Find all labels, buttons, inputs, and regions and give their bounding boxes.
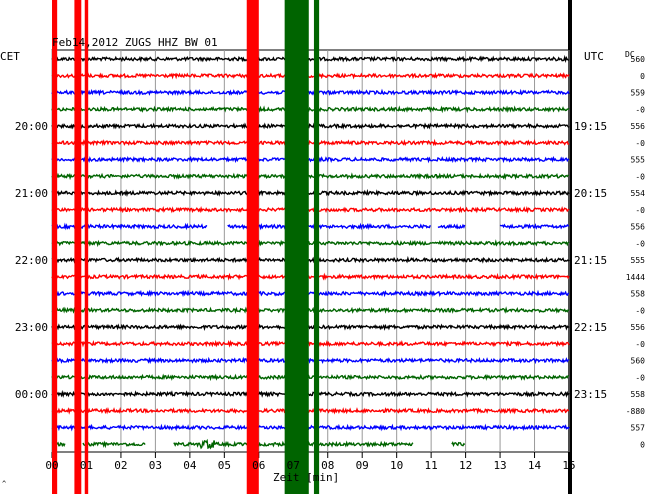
label-layer: Feb14,2012 ZUGS HHZ BW 01 CET UTC DC Zei… bbox=[0, 36, 645, 488]
tick-label-x: 07 bbox=[287, 459, 300, 472]
trace-line bbox=[51, 54, 570, 63]
tick-label-x: 03 bbox=[149, 459, 162, 472]
time-label-utc: 19:15 bbox=[574, 120, 607, 133]
dc-offset-label: 555 bbox=[631, 156, 646, 165]
dc-offset-label: 556 bbox=[631, 223, 646, 232]
time-label-cet: 00:00 bbox=[15, 388, 48, 401]
tick-label-x: 04 bbox=[183, 459, 197, 472]
corner-mark: ^ bbox=[2, 480, 6, 488]
time-label-utc: 20:15 bbox=[574, 187, 607, 200]
trace-line bbox=[52, 440, 569, 448]
tick-label-x: 15 bbox=[562, 459, 575, 472]
chart-title: Feb14,2012 ZUGS HHZ BW 01 bbox=[52, 36, 218, 49]
trace-line bbox=[51, 122, 570, 130]
trace-line bbox=[51, 172, 570, 181]
dc-offset-label: 560 bbox=[631, 55, 646, 64]
tick-label-x: 08 bbox=[321, 459, 334, 472]
trace-line bbox=[51, 239, 570, 248]
dc-offset-label: 0 bbox=[640, 72, 645, 81]
dc-offset-label: 556 bbox=[631, 122, 646, 131]
dc-offset-label: 558 bbox=[631, 390, 646, 399]
event-band bbox=[284, 0, 309, 494]
time-label-cet: 21:00 bbox=[15, 187, 48, 200]
tick-label-x: 13 bbox=[493, 459, 506, 472]
dc-offset-label: -0 bbox=[635, 206, 645, 215]
grid-layer bbox=[51, 0, 572, 494]
trace-layer bbox=[51, 54, 570, 448]
time-label-utc: 23:15 bbox=[574, 388, 607, 401]
trace-line bbox=[51, 323, 570, 331]
dc-offset-label: -0 bbox=[635, 340, 645, 349]
tick-label-x: 01 bbox=[80, 459, 93, 472]
event-band bbox=[74, 0, 82, 494]
dc-offset-label: -0 bbox=[635, 105, 645, 114]
trace-line bbox=[51, 356, 570, 365]
x-axis-label: Zeit [min] bbox=[273, 471, 339, 484]
tick-label-x: 00 bbox=[45, 459, 58, 472]
trace-line bbox=[51, 88, 570, 97]
tick-label-x: 10 bbox=[390, 459, 403, 472]
time-label-cet: 22:00 bbox=[15, 254, 48, 267]
dc-offset-label: -0 bbox=[635, 306, 645, 315]
dc-offset-label: 556 bbox=[631, 323, 646, 332]
dc-offset-label: 560 bbox=[631, 357, 646, 366]
trace-line bbox=[51, 205, 570, 214]
event-band bbox=[52, 0, 58, 494]
event-layer bbox=[52, 0, 320, 494]
tick-label-x: 06 bbox=[252, 459, 265, 472]
tick-label-x: 09 bbox=[356, 459, 369, 472]
time-label-cet: 20:00 bbox=[15, 120, 48, 133]
dc-offset-label: 1444 bbox=[626, 273, 645, 282]
event-band bbox=[313, 0, 320, 494]
trace-line bbox=[51, 272, 570, 281]
right-axis-label: UTC bbox=[584, 50, 604, 63]
trace-line bbox=[51, 423, 570, 432]
left-axis-label: CET bbox=[0, 50, 20, 63]
trace-line bbox=[51, 188, 570, 197]
time-label-utc: 21:15 bbox=[574, 254, 607, 267]
dc-offset-label: -0 bbox=[635, 373, 645, 382]
trace-line bbox=[51, 339, 570, 348]
dc-offset-label: -0 bbox=[635, 139, 645, 148]
dc-offset-label: 558 bbox=[631, 290, 646, 299]
time-label-utc: 22:15 bbox=[574, 321, 607, 334]
dc-offset-label: -0 bbox=[635, 172, 645, 181]
tick-label-x: 02 bbox=[114, 459, 127, 472]
trace-line bbox=[51, 406, 570, 415]
tick-label-x: 12 bbox=[459, 459, 472, 472]
dc-offset-label: -880 bbox=[626, 407, 645, 416]
trace-line bbox=[51, 138, 570, 147]
time-label-cet: 23:00 bbox=[15, 321, 48, 334]
dc-offset-label: 559 bbox=[631, 89, 646, 98]
event-band bbox=[246, 0, 259, 494]
dc-label: DC bbox=[625, 50, 635, 59]
event-band bbox=[84, 0, 89, 494]
dc-offset-label: 554 bbox=[631, 189, 646, 198]
dc-offset-label: 557 bbox=[631, 424, 646, 433]
dc-offset-label: 0 bbox=[640, 440, 645, 449]
trace-line bbox=[51, 389, 570, 398]
trace-line bbox=[51, 222, 570, 231]
trace-line bbox=[51, 306, 570, 314]
tick-label-x: 14 bbox=[528, 459, 542, 472]
trace-line bbox=[51, 373, 570, 382]
trace-line bbox=[51, 289, 569, 298]
dc-offset-label: -0 bbox=[635, 239, 645, 248]
trace-line bbox=[51, 255, 570, 264]
trace-line bbox=[51, 71, 570, 80]
trace-line bbox=[51, 105, 570, 114]
dc-offset-label: 555 bbox=[631, 256, 646, 265]
tick-label-x: 05 bbox=[218, 459, 231, 472]
trace-line bbox=[51, 155, 570, 164]
tick-label-x: 11 bbox=[425, 459, 438, 472]
